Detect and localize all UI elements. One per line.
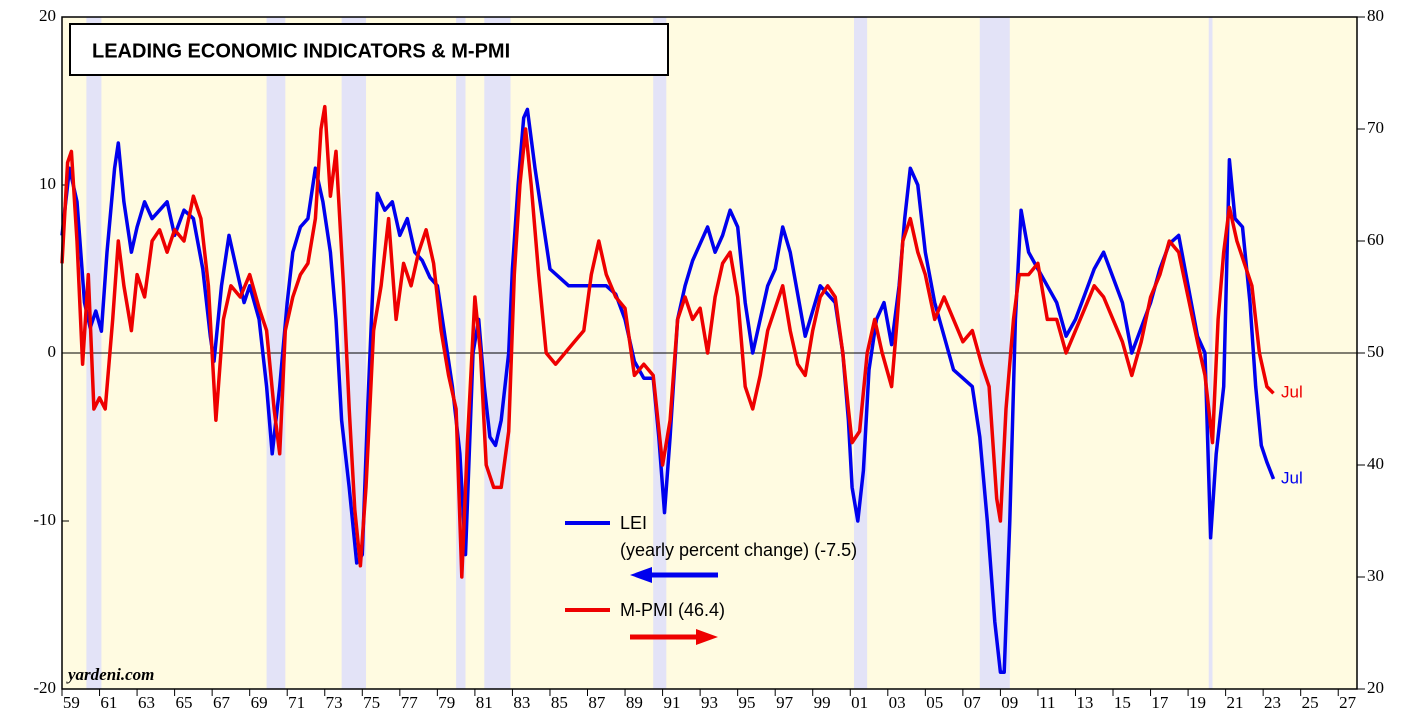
y2-tick-label: 40 (1367, 454, 1384, 473)
x-tick-label: 07 (964, 693, 982, 712)
legend-text: LEI (620, 513, 647, 533)
x-tick-label: 73 (326, 693, 343, 712)
y2-tick-label: 20 (1367, 678, 1384, 697)
x-tick-label: 01 (851, 693, 868, 712)
legend-text: (yearly percent change) (-7.5) (620, 540, 857, 560)
y-tick-label: -10 (33, 510, 56, 529)
x-tick-label: 59 (63, 693, 80, 712)
lines (60, 104, 1276, 674)
x-tick-label: 71 (288, 693, 305, 712)
x-tick-label: 09 (1001, 693, 1018, 712)
y-tick-label: 0 (48, 342, 57, 361)
legend-text: M-PMI (46.4) (620, 600, 725, 620)
legend-arrow-head (630, 567, 652, 583)
x-tick-label: 89 (626, 693, 643, 712)
y2-tick-label: 50 (1367, 342, 1384, 361)
x-tick-label: 67 (213, 693, 231, 712)
x-tick-label: 87 (588, 693, 606, 712)
x-tick-label: 91 (663, 693, 680, 712)
annotation: Jul (1281, 468, 1303, 487)
title-box (69, 23, 669, 76)
x-tick-label: 99 (814, 693, 831, 712)
x-tick-label: 61 (100, 693, 117, 712)
y2-tick-label: 30 (1367, 566, 1384, 585)
x-tick-label: 75 (363, 693, 380, 712)
x-tick-label: 15 (1114, 693, 1131, 712)
plot-frame (61, 16, 1358, 690)
x-tick-label: 13 (1076, 693, 1093, 712)
y2-tick-label: 80 (1367, 6, 1384, 25)
x-tick-label: 77 (401, 693, 419, 712)
x-tick-label: 97 (776, 693, 794, 712)
x-tick-label: 03 (889, 693, 906, 712)
x-tick-label: 27 (1339, 693, 1357, 712)
x-tick-label: 85 (551, 693, 568, 712)
x-tick-label: 63 (138, 693, 155, 712)
x-tick-label: 95 (739, 693, 756, 712)
legend-arrow-head (696, 629, 718, 645)
y2-tick-label: 60 (1367, 230, 1384, 249)
x-tick-label: 81 (476, 693, 493, 712)
x-tick-label: 79 (438, 693, 455, 712)
source: yardeni.com (66, 665, 154, 684)
x-tick-label: 69 (251, 693, 268, 712)
x-tick-label: 25 (1302, 693, 1319, 712)
axes: 59 61 63 65 67 69 71 73 75 77 79 81 83 85 87 89 91 93 95 97… (33, 6, 1384, 712)
x-tick-label: 17 (1151, 693, 1169, 712)
y-tick-label: 10 (39, 174, 56, 193)
x-tick-label: 23 (1264, 693, 1281, 712)
series-line (60, 104, 1275, 579)
y2-tick-label: 70 (1367, 118, 1384, 137)
chart-title: LEADING ECONOMIC INDICATORS & M-PMI (92, 40, 510, 62)
x-tick-label: 83 (513, 693, 530, 712)
x-tick-label: 11 (1039, 693, 1055, 712)
y-tick-label: 20 (39, 6, 56, 25)
x-tick-label: 21 (1227, 693, 1244, 712)
x-tick-label: 65 (175, 693, 192, 712)
y-tick-label: -20 (33, 678, 56, 697)
x-tick-label: 05 (926, 693, 943, 712)
x-tick-label: 19 (1189, 693, 1206, 712)
x-tick-label: 93 (701, 693, 718, 712)
annotation: Jul (1281, 382, 1303, 401)
